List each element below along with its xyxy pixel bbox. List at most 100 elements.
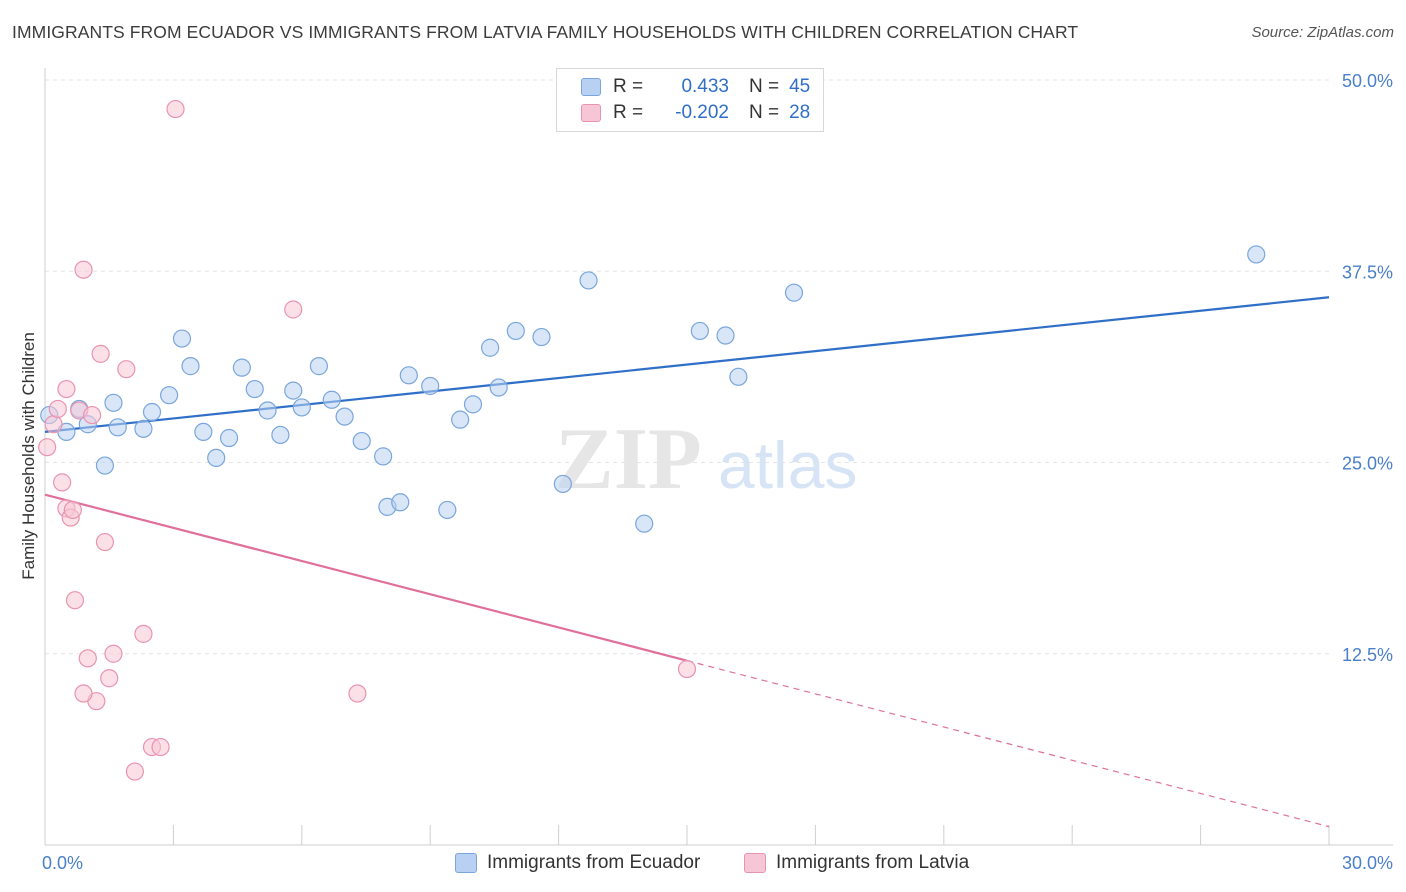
data-point-ecuador [95,456,115,475]
data-point-ecuador [506,321,525,341]
data-point-latvia [38,438,57,457]
legend-n-value-latvia: 28 [789,102,811,123]
data-point-ecuador [172,329,192,348]
data-point-latvia [284,300,303,319]
data-point-ecuador [421,376,440,396]
data-point-latvia [44,415,63,434]
data-point-ecuador [207,448,226,468]
bottom-legend-ecuador: Immigrants from Ecuador [455,852,700,874]
legend: R = 0.433 N = 45 R = -0.202 N = 28 [556,68,824,132]
bottom-legend-latvia: Immigrants from Latvia [744,852,969,874]
data-point-ecuador [245,379,264,399]
data-point-ecuador [309,357,329,376]
bottom-legend-label-latvia: Immigrants from Latvia [776,852,970,873]
tick-labels: 12.5% 25.0% 37.5% 50.0% 0.0% 30.0% [42,71,1393,873]
data-point-ecuador [352,431,371,451]
data-point-latvia [57,379,76,399]
data-point-ecuador [553,474,572,494]
data-point-latvia [74,260,93,279]
y-tick-label: 50.0% [1342,71,1393,91]
data-point-latvia [82,405,102,425]
data-point-latvia [48,399,67,419]
data-point-ecuador [489,378,508,397]
data-point-ecuador [729,367,748,386]
data-point-ecuador [438,500,457,520]
data-point-latvia [65,591,85,610]
data-point-ecuador [134,419,153,438]
y-tick-label: 25.0% [1342,454,1393,474]
data-point-ecuador [374,447,393,466]
data-point-latvia [104,644,123,663]
data-point-ecuador [532,327,551,347]
data-point-latvia [74,684,93,703]
axes [44,68,1393,846]
bottom-legend-swatch-ecuador [455,853,477,873]
trend-line-latvia [44,493,688,662]
data-point-latvia [134,624,153,643]
data-point-ecuador [292,398,311,417]
watermark-atlas: atlas [718,428,857,502]
data-point-ecuador [181,357,200,376]
data-point-ecuador [451,410,470,429]
data-point-ecuador [784,283,804,302]
trend-line-dashed-latvia [686,660,1330,828]
legend-r-value-ecuador: 0.433 [681,76,729,97]
legend-swatch-latvia [581,104,601,122]
data-point-latvia [78,649,97,668]
data-point-ecuador [690,321,709,341]
data-point-latvia [91,344,110,363]
legend-r-value-latvia: -0.202 [675,102,729,123]
legend-n-label-ecuador: N = [749,76,780,97]
data-point-ecuador [284,381,303,400]
trend-lines [44,296,1330,828]
bottom-legend-swatch-latvia [744,853,766,873]
data-point-ecuador [271,425,290,445]
data-point-ecuador [194,422,213,441]
y-tick-label: 37.5% [1342,262,1393,282]
data-point-ecuador [391,493,410,512]
data-point-latvia [63,500,82,520]
data-point-ecuador [463,395,483,414]
data-point-latvia [95,532,115,552]
legend-row-latvia: R = -0.202 N = 28 [581,101,810,125]
watermark: ZIP atlas [555,411,857,508]
data-point-ecuador [1247,245,1266,264]
data-point-latvia [151,737,170,757]
data-point-ecuador [219,428,239,448]
data-point-latvia [166,99,185,119]
data-point-latvia [100,669,119,688]
data-point-ecuador [579,271,598,290]
data-point-latvia [117,360,136,379]
bottom-legend-label-ecuador: Immigrants from Ecuador [487,852,701,873]
data-point-ecuador [322,390,341,409]
legend-n-label-latvia: N = [749,102,780,123]
data-point-latvia [677,659,697,679]
data-point-ecuador [335,407,354,426]
data-point-latvia [348,684,367,703]
data-points [38,99,1266,781]
x-tick-label: 0.0% [42,853,83,873]
data-point-ecuador [481,338,500,357]
legend-row-ecuador: R = 0.433 N = 45 [581,75,810,99]
data-point-ecuador [160,386,179,405]
data-point-ecuador [635,514,654,533]
y-axis-label: Family Households with Children [19,332,38,580]
data-point-latvia [125,762,144,781]
data-point-ecuador [142,402,162,422]
x-tick-label: 30.0% [1342,853,1393,873]
chart-title: IMMIGRANTS FROM ECUADOR VS IMMIGRANTS FR… [12,22,1079,42]
data-point-latvia [53,473,72,492]
y-tick-label: 12.5% [1342,645,1393,665]
legend-n-value-ecuador: 45 [789,76,811,97]
data-point-ecuador [104,393,123,412]
data-point-ecuador [258,401,277,420]
chart-source: Source: ZipAtlas.com [1251,24,1394,41]
data-point-ecuador [108,418,127,437]
legend-swatch-ecuador [581,78,601,96]
legend-r-label-ecuador: R = [613,76,644,97]
data-point-ecuador [399,366,418,385]
data-point-ecuador [716,326,735,345]
data-point-ecuador [232,358,251,377]
legend-r-label-latvia: R = [613,102,644,123]
